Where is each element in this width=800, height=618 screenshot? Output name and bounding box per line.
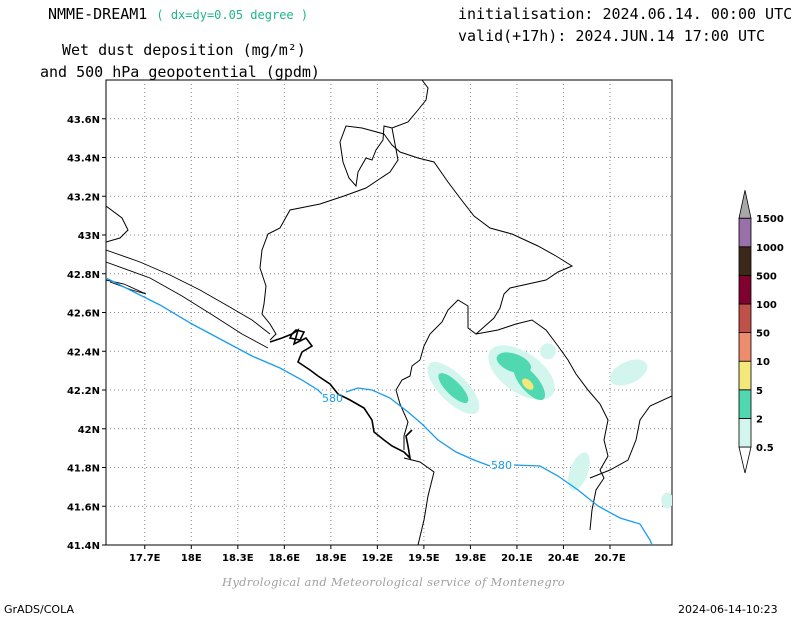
colorbar-arrow-bottom <box>738 446 752 474</box>
geopotential-contour <box>106 277 653 545</box>
generation-timestamp: 2024-06-14-10:23 <box>678 603 778 616</box>
border-line <box>395 389 409 450</box>
gridlines <box>106 80 672 545</box>
coast-line <box>269 328 413 461</box>
dust-deposition-area <box>661 492 672 509</box>
credit-text: Hydrological and Meteorological service … <box>222 575 566 589</box>
colorbar-legend: 0.5 2 5 10 50 100 500 1000 1500 <box>738 190 784 474</box>
lat-tick-label: 41.8N <box>67 464 100 475</box>
colorbar-level-label: 1500 <box>756 214 784 225</box>
colorbar-segment <box>738 246 752 276</box>
dust-deposition-area <box>568 452 590 491</box>
map-title-line2: and 500 hPa geopotential (gpdm) <box>40 63 320 81</box>
colorbar-level-label: 2 <box>756 414 763 425</box>
lon-tick-label: 18.9E <box>315 553 347 564</box>
coast-line <box>106 261 269 349</box>
border-line <box>339 80 574 391</box>
contour-line <box>345 387 491 467</box>
colorbar-arrow-top <box>738 190 752 219</box>
lon-tick-label: 20.7E <box>594 553 626 564</box>
lat-tick-label: 43.6N <box>67 115 100 126</box>
border-line <box>589 395 672 479</box>
lon-tick-label: 18E <box>181 553 202 564</box>
lat-tick-label: 42.8N <box>67 270 100 281</box>
initialisation-time: initialisation: 2024.06.14. 00:00 UTC <box>458 5 793 23</box>
colorbar-level-label: 10 <box>756 357 770 368</box>
dust-deposition-area <box>438 373 469 404</box>
colorbar-level-label: 0.5 <box>756 443 774 454</box>
border-line <box>475 319 609 531</box>
lon-tick-label: 18.3E <box>222 553 254 564</box>
montenegro-coast <box>269 328 413 461</box>
colorbar-level-label: 500 <box>756 271 777 282</box>
software-label: GrADS/COLA <box>4 603 74 616</box>
contour-label-580: 580 <box>491 459 512 472</box>
contour-line <box>513 464 653 545</box>
lat-tick-label: 41.4N <box>67 541 100 552</box>
coast-line <box>288 329 306 341</box>
lat-tick-label: 42N <box>78 425 100 436</box>
colorbar-level-label: 50 <box>756 329 770 340</box>
border-line <box>106 205 129 243</box>
latitude-axis: 41.4N 41.6N 41.8N 42N 42.2N 42.4N 42.6N 42.8N 43… <box>67 115 106 552</box>
valid-time: valid(+17h): 2024.JUN.14 17:00 UTC <box>458 27 766 45</box>
lon-tick-label: 17.7E <box>129 553 161 564</box>
lat-tick-label: 43.4N <box>67 154 100 165</box>
map-title-line1: Wet dust deposition (mg/m²) <box>62 41 306 59</box>
dust-deposition-layer <box>427 343 672 509</box>
colorbar-segment <box>738 417 752 448</box>
colorbar-segment <box>738 274 752 305</box>
lat-tick-label: 42.6N <box>67 309 100 320</box>
lon-tick-label: 20.1E <box>501 553 533 564</box>
border-line <box>403 457 435 545</box>
lat-tick-label: 41.6N <box>67 502 100 513</box>
lat-tick-label: 42.2N <box>67 386 100 397</box>
country-borders <box>106 80 672 545</box>
lon-tick-label: 18.6E <box>269 553 301 564</box>
colorbar-segment <box>738 303 752 334</box>
dust-deposition-area <box>522 378 534 390</box>
lon-tick-label: 19.8E <box>455 553 487 564</box>
colorbar-level-label: 1000 <box>756 243 784 254</box>
contour-line <box>106 277 323 395</box>
lat-tick-label: 42.4N <box>67 347 100 358</box>
coast-line <box>106 249 271 335</box>
dust-deposition-area <box>539 343 556 360</box>
colorbar-level-label: 5 <box>756 386 763 397</box>
colorbar-segment <box>738 332 752 362</box>
contour-label-580: 580 <box>322 392 343 405</box>
lon-tick-label: 20.4E <box>548 553 580 564</box>
model-name: NMME-DREAM1 ( dx=dy=0.05 degree ) <box>48 5 308 23</box>
model-label: NMME-DREAM1 <box>48 5 148 23</box>
lon-tick-label: 19.2E <box>362 553 394 564</box>
colorbar-segment <box>738 389 752 419</box>
colorbar-segment <box>738 217 752 248</box>
border-line <box>259 127 399 341</box>
colorbar-segment <box>738 360 752 391</box>
lat-tick-label: 43N <box>78 231 100 242</box>
dust-deposition-area <box>609 359 648 386</box>
lat-tick-label: 43.2N <box>67 192 100 203</box>
lon-tick-label: 19.5E <box>408 553 440 564</box>
longitude-axis: 17.7E 18E 18.3E 18.6E 18.9E 19.2E 19.5E 19.8E 20… <box>129 545 626 564</box>
resolution-label: ( dx=dy=0.05 degree ) <box>156 8 309 22</box>
colorbar-level-label: 100 <box>756 300 777 311</box>
